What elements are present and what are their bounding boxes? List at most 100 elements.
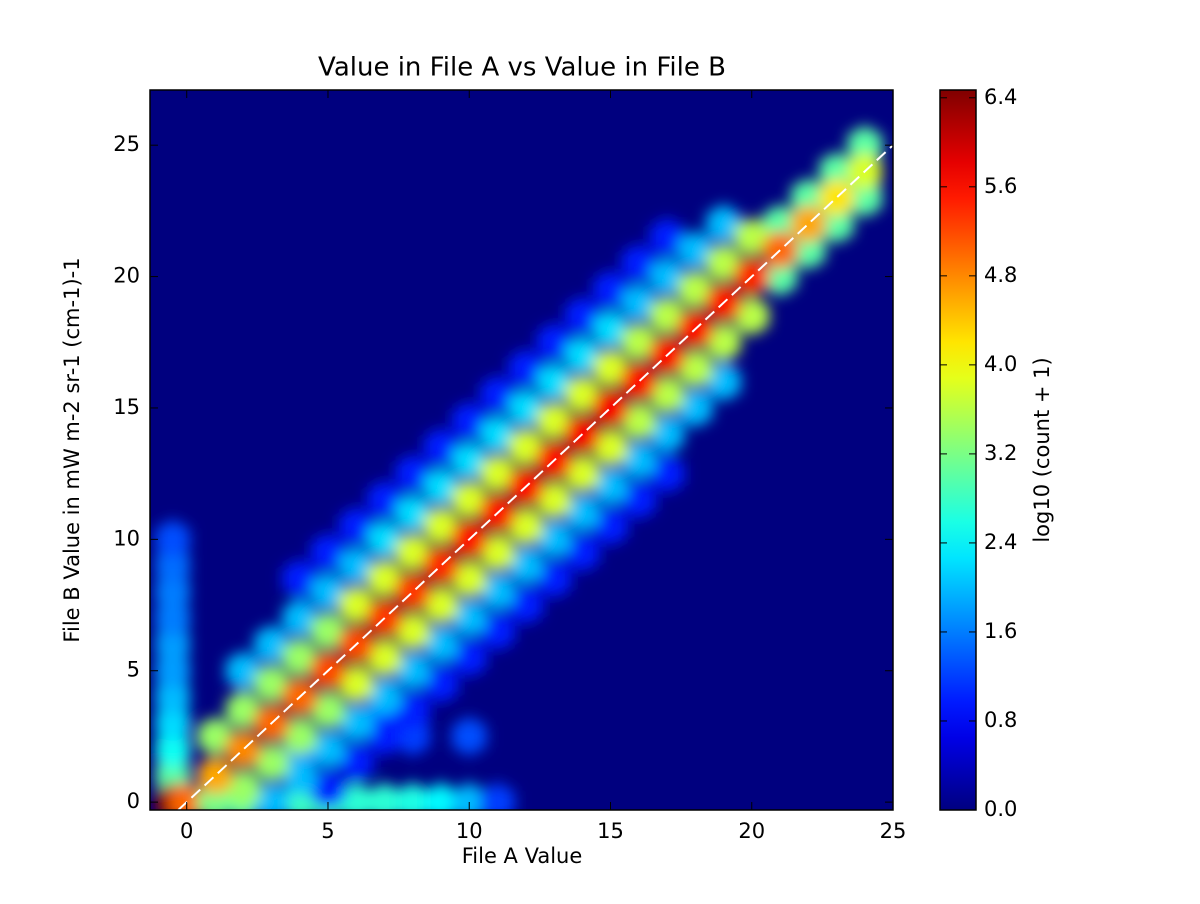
colorbar-tick-label: 2.4 — [984, 530, 1017, 554]
hex-cell — [790, 177, 826, 218]
hex-cell — [338, 703, 374, 744]
hex-cell — [508, 348, 544, 389]
hex-cell — [155, 571, 190, 612]
hex-cell — [593, 506, 628, 547]
hex-cell — [338, 585, 374, 625]
hex-cell — [254, 742, 289, 783]
hex-cell — [536, 519, 572, 560]
y-axis-label: File B Value in mW m-2 sr-1 (cm-1)-1 — [60, 257, 84, 642]
hex-cell — [155, 598, 190, 639]
hex-cell — [621, 440, 657, 481]
colorbar-tick-label: 3.2 — [984, 441, 1017, 465]
hex-cell — [225, 769, 261, 809]
hex-cell — [677, 269, 713, 310]
hex-cell — [367, 677, 402, 717]
hex-cell — [367, 782, 402, 810]
hex-cell — [225, 650, 261, 691]
hex-cell — [593, 309, 628, 350]
hex-cell — [734, 296, 770, 336]
hex-cell — [155, 729, 190, 770]
chart-title: Value in File A vs Value in File B — [318, 53, 726, 83]
hex-cell — [367, 519, 402, 560]
y-tick-label: 5 — [127, 658, 140, 682]
hex-cell — [762, 256, 798, 297]
hex-cell — [395, 571, 431, 612]
hex-cell — [508, 427, 544, 468]
x-tick-label: 15 — [597, 819, 624, 843]
hex-cell — [282, 755, 318, 796]
overlay — [177, 144, 893, 810]
hex-cell — [423, 782, 459, 810]
hex-cell — [338, 742, 374, 783]
hex-cell — [847, 125, 883, 166]
colorbar-label: log10 (count + 1) — [1030, 357, 1054, 542]
x-tick-label: 25 — [880, 819, 907, 843]
hex-cell — [423, 506, 459, 547]
hex-cell — [536, 479, 572, 520]
hex-cell — [677, 348, 713, 389]
hex-cell — [847, 177, 883, 218]
hex-cell — [564, 453, 600, 494]
hex-cell — [254, 782, 289, 810]
hex-cell — [564, 493, 600, 534]
hex-cell — [451, 401, 487, 442]
hex-cell — [649, 453, 685, 494]
hex-cell — [621, 479, 657, 520]
hex-cell — [395, 611, 431, 652]
hex-cell — [790, 204, 826, 244]
y-tick-label: 10 — [113, 526, 140, 550]
hex-cell — [451, 598, 487, 639]
hex-cell — [819, 177, 854, 218]
hex-cell — [155, 545, 190, 586]
hex-cell — [706, 361, 741, 402]
colorbar-tick-label: 1.6 — [984, 619, 1017, 643]
y-tick-label: 25 — [113, 132, 140, 156]
identity-line — [177, 144, 893, 810]
hex-cell — [423, 427, 459, 468]
hex-cell — [621, 401, 657, 442]
hex-cell — [451, 558, 487, 599]
hex-cell — [423, 624, 459, 665]
hex-cell — [593, 466, 628, 507]
hex-cell — [480, 374, 515, 415]
hex-cell — [649, 217, 685, 258]
hex-cell — [367, 558, 402, 599]
hex-cell — [480, 611, 515, 652]
hex-cell — [169, 782, 204, 810]
hex-cell — [819, 204, 854, 244]
colorbar-tick-label: 4.0 — [984, 352, 1017, 376]
hex-cell — [254, 663, 289, 704]
hex-cell — [367, 637, 402, 678]
hex-cell — [338, 782, 374, 810]
hex-cell — [282, 558, 318, 599]
y-tick-label: 0 — [127, 789, 140, 813]
hex-cell — [423, 663, 459, 704]
hex-cell — [621, 282, 657, 323]
x-tick-label: 0 — [180, 819, 193, 843]
hex-cell — [155, 650, 190, 691]
hex-cell — [536, 558, 572, 599]
hex-cell — [677, 388, 713, 428]
hex-cell — [762, 204, 798, 244]
hex-cell — [225, 690, 261, 731]
hex-cell — [338, 663, 374, 704]
hex-cell — [649, 374, 685, 415]
hex-cell — [451, 782, 487, 810]
x-tick-label: 20 — [738, 819, 765, 843]
hex-cell — [367, 479, 402, 520]
axes: 0 5 10 15 20 25 0 5 10 15 20 25 0.0 0.8 1.6 2.4 3.2 4.0 4.… — [113, 85, 1017, 843]
colorbar — [939, 89, 977, 811]
hex-cell — [593, 348, 628, 389]
hex-cell — [790, 230, 826, 271]
hex-cell — [367, 716, 402, 757]
hex-cell — [819, 151, 854, 192]
hex-cell — [423, 585, 459, 625]
hex-cell — [649, 414, 685, 455]
plot-frame — [149, 89, 894, 811]
hex-cell — [536, 401, 572, 442]
hex-cell — [706, 204, 741, 244]
hex-cell — [395, 650, 431, 691]
hex-cell — [282, 637, 318, 678]
